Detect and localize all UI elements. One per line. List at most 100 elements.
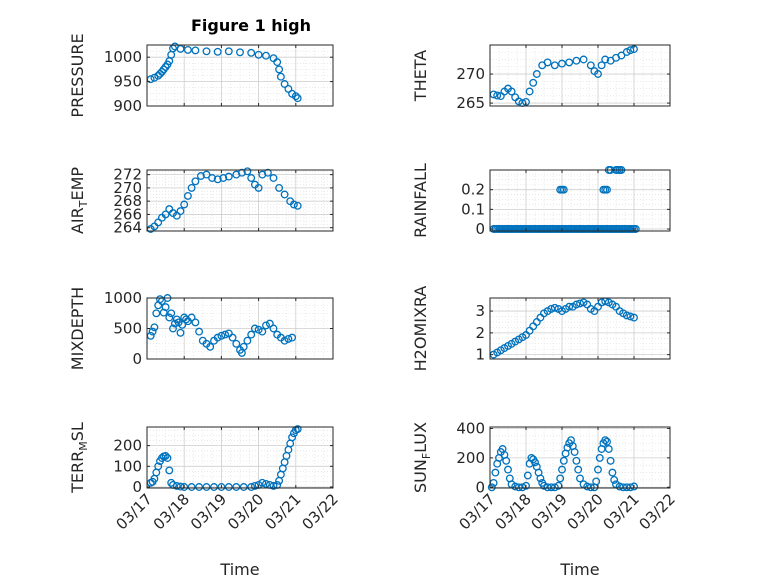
- data-point: [150, 73, 159, 82]
- data-point: [191, 177, 200, 186]
- data-point: [254, 183, 263, 192]
- data-point: [178, 320, 187, 329]
- data-point: [615, 482, 624, 491]
- data-point: [187, 183, 196, 192]
- data-point: [269, 481, 278, 490]
- data-point: [254, 325, 263, 334]
- data-point: [558, 465, 566, 474]
- theta-panel: 265 270 THETA: [411, 44, 671, 112]
- data-point: [550, 483, 559, 492]
- data-point: [191, 318, 200, 327]
- y-tick-label: 200: [113, 437, 142, 455]
- data-point: [187, 313, 196, 322]
- data-point: [191, 46, 200, 55]
- data-point: [288, 433, 297, 442]
- data-point: [217, 331, 226, 340]
- data-point: [165, 466, 174, 475]
- data-point: [558, 59, 566, 68]
- data-point: [617, 51, 626, 60]
- data-point: [556, 474, 565, 483]
- data-point: [576, 474, 584, 483]
- data-point: [514, 483, 523, 492]
- data-point: [289, 200, 298, 209]
- data-point: [563, 443, 572, 452]
- data-point: [586, 61, 595, 70]
- x-tick-label: 03/19: [528, 490, 571, 533]
- data-point: [180, 200, 189, 209]
- y-tick-label: 200: [456, 449, 485, 467]
- data-point: [232, 483, 241, 491]
- h2omixra-panel: 1 2 3 H2OMIXRA: [411, 286, 671, 372]
- data-point: [213, 333, 222, 342]
- data-point: [586, 483, 595, 492]
- data-point: [523, 471, 532, 480]
- y-tick-label: 500: [113, 320, 142, 338]
- data-point: [247, 174, 256, 182]
- y-tick-label: 950: [113, 73, 142, 91]
- data-point: [536, 474, 545, 483]
- data-point: [148, 327, 157, 336]
- mixdepth-ylabel: MIXDEPTH: [68, 287, 87, 370]
- axes-box: [146, 426, 334, 489]
- data-point: [592, 477, 601, 486]
- data-point: [284, 84, 293, 93]
- data-point: [603, 185, 611, 194]
- sun_flux-ylabel: SUNFLUX: [411, 422, 433, 493]
- data-point: [239, 342, 248, 351]
- y-tick-label: 0: [475, 220, 485, 238]
- data-point: [559, 185, 568, 194]
- data-point: [250, 324, 259, 333]
- h2omixra-ylabel: H2OMIXRA: [411, 286, 430, 372]
- data-point: [262, 51, 270, 60]
- y-tick-label: 1000: [104, 289, 142, 307]
- data-point: [288, 333, 297, 342]
- data-point: [608, 468, 617, 477]
- data-point: [228, 333, 237, 342]
- y-tick-label: 3: [475, 302, 485, 320]
- y-tick-label: 1000: [104, 48, 142, 66]
- data-point: [195, 327, 204, 336]
- data-point: [154, 462, 163, 471]
- x-tick-label: 03/17: [113, 490, 156, 533]
- data-point: [176, 44, 185, 53]
- data-point: [224, 483, 233, 491]
- y-tick-label: 268: [113, 192, 142, 210]
- data-point: [170, 319, 179, 328]
- data-point: [269, 174, 278, 182]
- y-tick-label: 900: [113, 97, 142, 115]
- data-point: [167, 309, 176, 318]
- data-point: [536, 313, 545, 322]
- data-point: [595, 453, 604, 462]
- data-point: [247, 483, 256, 491]
- data-point: [511, 93, 520, 102]
- y-tick-label: 270: [456, 65, 485, 83]
- data-point: [263, 168, 272, 177]
- data-point: [247, 48, 256, 57]
- rainfall-ylabel: RAINFALL: [411, 163, 430, 238]
- data-point: [262, 321, 270, 330]
- data-point: [208, 174, 217, 182]
- data-point: [574, 465, 583, 474]
- data-point: [280, 336, 289, 345]
- data-point: [550, 61, 559, 70]
- data-point: [202, 47, 211, 56]
- data-point: [154, 218, 163, 227]
- data-point: [176, 328, 185, 337]
- data-point: [236, 48, 244, 57]
- data-point: [254, 50, 263, 59]
- data-point: [239, 483, 248, 491]
- data-point: [507, 87, 516, 96]
- y-tick-label: 264: [113, 219, 142, 237]
- data-point: [195, 483, 204, 491]
- data-point: [273, 58, 282, 67]
- data-point: [597, 61, 606, 70]
- data-point: [622, 483, 631, 492]
- pressure-ylabel: PRESSURE: [68, 33, 87, 117]
- data-point: [531, 458, 539, 467]
- data-point: [183, 45, 192, 54]
- mixdepth-panel: 0 500 1000 MIXDEPTH: [68, 287, 334, 370]
- axes-box: [146, 44, 334, 107]
